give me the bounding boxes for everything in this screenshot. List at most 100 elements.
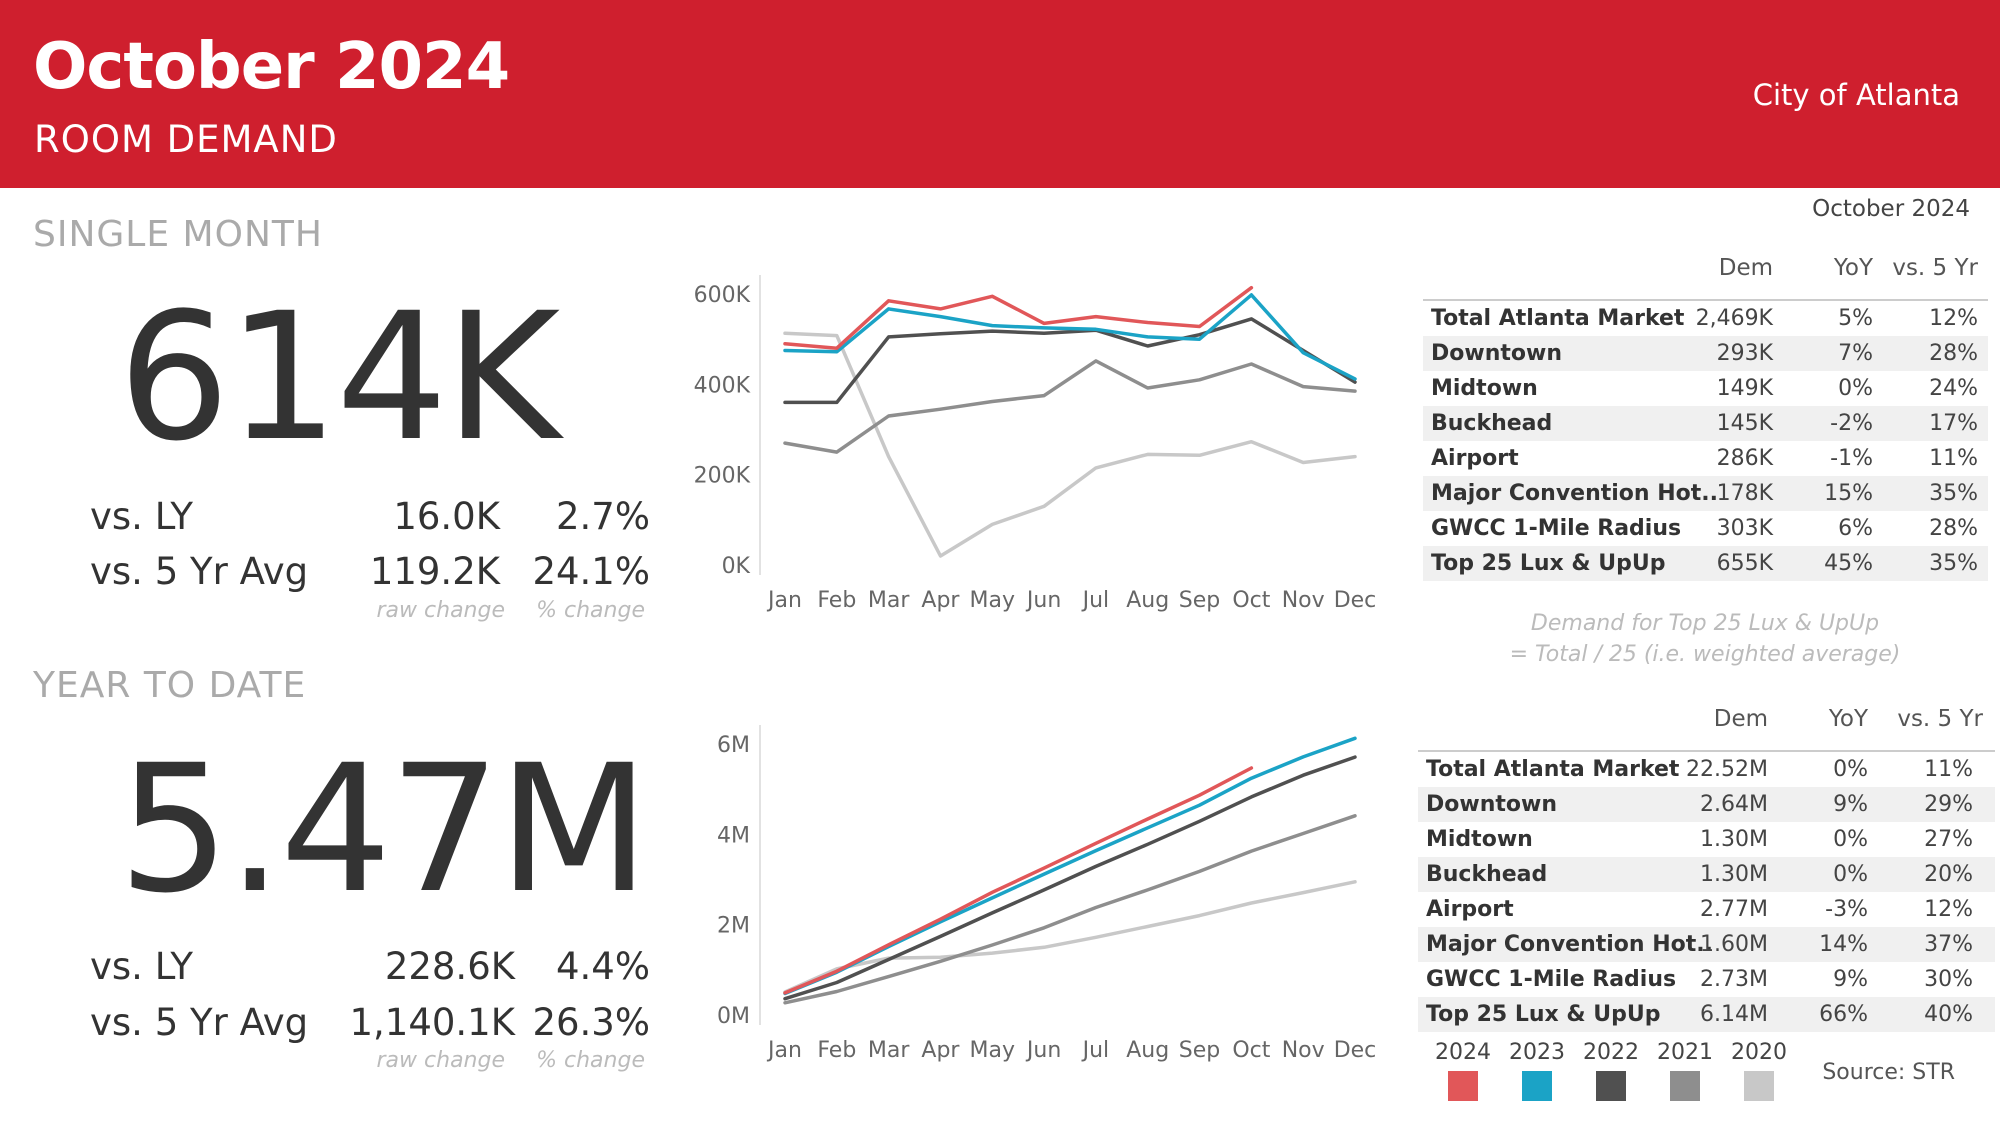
- legend-item-2021: 2021: [1655, 1040, 1715, 1101]
- legend-swatch: [1448, 1071, 1478, 1101]
- col-header-vs5yr: vs. 5 Yr: [1897, 706, 1983, 732]
- report-subtitle: ROOM DEMAND: [34, 118, 338, 161]
- vs-5yr-value: 24%: [1929, 376, 1978, 401]
- yoy-value: 0%: [1833, 862, 1868, 887]
- demand-value: 293K: [1716, 341, 1773, 366]
- yoy-value: -1%: [1830, 446, 1873, 471]
- y-tick-label: 0K: [722, 554, 751, 579]
- legend-year-label: 2021: [1657, 1040, 1713, 1065]
- legend-year-label: 2022: [1583, 1040, 1639, 1065]
- demand-value: 286K: [1716, 446, 1773, 471]
- series-line-2024: [783, 285, 1254, 350]
- x-tick-label: Dec: [1334, 588, 1377, 613]
- single-month-big-value: 614K: [118, 275, 560, 480]
- ytd-title: YEAR TO DATE: [33, 665, 307, 706]
- table-row: Downtown 293K 7% 28%: [1423, 336, 1988, 371]
- yoy-value: 0%: [1833, 757, 1868, 782]
- vs-5yr-value: 37%: [1924, 932, 1973, 957]
- table-row: Airport 2.77M -3% 12%: [1418, 892, 1995, 927]
- sm-vs-ly-pct: 2.7%: [556, 495, 650, 538]
- ytd-vs-5yr-raw: 1,140.1K: [349, 1001, 516, 1044]
- vs-5yr-value: 12%: [1924, 897, 1973, 922]
- ytd-vs-5yr-pct: 26.3%: [532, 1001, 650, 1044]
- segment-name: Major Convention Hot..: [1426, 932, 1713, 957]
- legend-item-2024: 2024: [1433, 1040, 1493, 1101]
- x-tick-label: Feb: [817, 1038, 856, 1063]
- series-line-2024: [783, 766, 1254, 995]
- demand-value: 303K: [1716, 516, 1773, 541]
- table-row: Major Convention Hot.. 178K 15% 35%: [1423, 476, 1988, 511]
- yoy-value: 66%: [1819, 1002, 1868, 1027]
- series-line-2022: [783, 317, 1357, 405]
- col-header-yoy: YoY: [1828, 706, 1868, 732]
- ytd-segment-table: Dem YoY vs. 5 Yr Total Atlanta Market 22.…: [1418, 706, 1995, 1036]
- vs-5yr-value: 30%: [1924, 967, 1973, 992]
- vs-5yr-value: 35%: [1929, 481, 1978, 506]
- demand-value: 2.73M: [1700, 967, 1768, 992]
- yoy-value: 9%: [1833, 967, 1868, 992]
- demand-value: 2,469K: [1695, 306, 1773, 331]
- x-tick-label: Jul: [1081, 1038, 1110, 1063]
- x-tick-label: Aug: [1126, 1038, 1169, 1063]
- legend-year-label: 2024: [1435, 1040, 1491, 1065]
- x-tick-label: Jun: [1025, 1038, 1061, 1063]
- table-row: Top 25 Lux & UpUp 655K 45% 35%: [1423, 546, 1988, 581]
- segment-name: Top 25 Lux & UpUp: [1426, 1002, 1661, 1027]
- vs-5yr-value: 20%: [1924, 862, 1973, 887]
- legend-item-2022: 2022: [1581, 1040, 1641, 1101]
- segment-name: Major Convention Hot..: [1431, 481, 1718, 506]
- ytd-raw-change-note: raw change: [376, 1048, 505, 1073]
- segment-name: Airport: [1426, 897, 1514, 922]
- table-row: Midtown 149K 0% 24%: [1423, 371, 1988, 406]
- legend-swatch: [1596, 1071, 1626, 1101]
- demand-value: 1.60M: [1700, 932, 1768, 957]
- yoy-value: 0%: [1838, 376, 1873, 401]
- table-row: Buckhead 1.30M 0% 20%: [1418, 857, 1995, 892]
- demand-value: 178K: [1716, 481, 1773, 506]
- y-tick-label: 200K: [694, 464, 751, 489]
- table-row: GWCC 1-Mile Radius 303K 6% 28%: [1423, 511, 1988, 546]
- x-tick-label: Sep: [1179, 1038, 1220, 1063]
- table-row: Total Atlanta Market 22.52M 0% 11%: [1418, 752, 1995, 787]
- sm-vs-ly-label: vs. LY: [90, 495, 193, 538]
- y-tick-label: 400K: [694, 373, 751, 398]
- x-tick-label: Apr: [921, 1038, 960, 1063]
- series-line-2022: [783, 755, 1357, 1001]
- city-name: City of Atlanta: [1752, 78, 1960, 112]
- vs-5yr-value: 17%: [1929, 411, 1978, 436]
- legend-swatch: [1670, 1071, 1700, 1101]
- vs-5yr-value: 27%: [1924, 827, 1973, 852]
- demand-value: 149K: [1716, 376, 1773, 401]
- header-banner: October 2024 ROOM DEMAND City of Atlanta: [0, 0, 2000, 188]
- ytd-big-value: 5.47M: [118, 727, 650, 932]
- x-tick-label: Oct: [1232, 1038, 1270, 1063]
- x-tick-label: Nov: [1282, 588, 1325, 613]
- x-tick-label: Jul: [1081, 588, 1110, 613]
- yoy-value: -2%: [1830, 411, 1873, 436]
- x-tick-label: Aug: [1126, 588, 1169, 613]
- ytd-table-body: Total Atlanta Market 22.52M 0% 11% Downtown 2…: [1418, 750, 1995, 1032]
- single-month-title: SINGLE MONTH: [33, 214, 323, 255]
- x-tick-label: Dec: [1334, 1038, 1377, 1063]
- yoy-value: -3%: [1825, 897, 1868, 922]
- monthly-table-body: Total Atlanta Market 2,469K 5% 12% Downtown 2…: [1423, 299, 1988, 581]
- col-header-yoy: YoY: [1833, 255, 1873, 281]
- legend-item-2023: 2023: [1507, 1040, 1567, 1101]
- vs-5yr-value: 11%: [1929, 446, 1978, 471]
- x-tick-label: Mar: [868, 588, 910, 613]
- table-row: Top 25 Lux & UpUp 6.14M 66% 40%: [1418, 997, 1995, 1032]
- segment-name: Midtown: [1431, 376, 1538, 401]
- legend-swatch: [1744, 1071, 1774, 1101]
- sm-raw-change-note: raw change: [376, 598, 505, 623]
- x-tick-label: Feb: [817, 588, 856, 613]
- vs-5yr-value: 35%: [1929, 551, 1978, 576]
- legend-year-label: 2023: [1509, 1040, 1565, 1065]
- sm-vs-5yr-label: vs. 5 Yr Avg: [90, 550, 309, 593]
- monthly-segment-table: Dem YoY vs. 5 Yr Total Atlanta Market 2,4…: [1423, 255, 1988, 590]
- vs-5yr-value: 11%: [1924, 757, 1973, 782]
- yoy-value: 15%: [1824, 481, 1873, 506]
- ytd-vs-ly-label: vs. LY: [90, 945, 193, 988]
- source-credit: Source: STR: [1822, 1060, 1955, 1085]
- y-tick-label: 0M: [717, 1004, 750, 1029]
- weighted-average-footnote: Demand for Top 25 Lux & UpUp = Total / 2…: [1435, 608, 1975, 670]
